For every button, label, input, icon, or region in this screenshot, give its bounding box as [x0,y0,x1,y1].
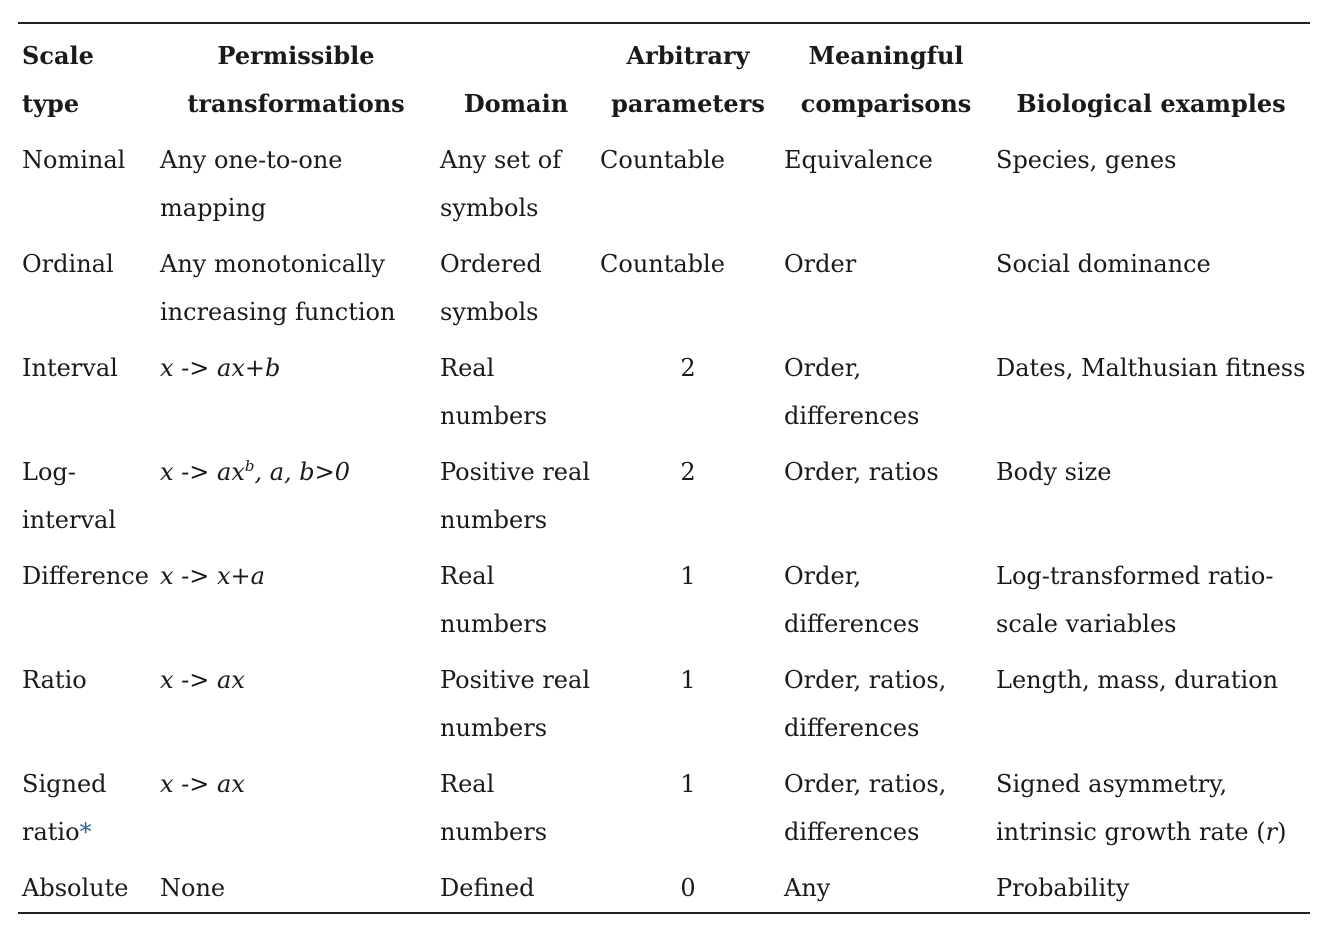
table-row: Ratio x -> ax Positive real numbers 1 Or… [18,648,1310,752]
cell-params: 1 [680,666,696,694]
cell-scale: Log-interval [22,458,116,534]
scale-types-table: Scale type Permissible transformations D… [18,22,1310,914]
header-meaningful-comparisons: Meaningful comparisons [800,41,972,118]
cell-scale: Interval [22,354,118,382]
cell-transform: Any monotonically increasing function [160,250,396,326]
cell-examples: Social dominance [996,250,1211,278]
table-row: Ordinal Any monotonically increasing fun… [18,232,1310,336]
table-row: Nominal Any one-to-one mapping Any set o… [18,128,1310,232]
cell-params: Countable [600,146,725,174]
table-row: Log-interval x -> axb, a, b>0 Positive r… [18,440,1310,544]
cell-transform: x -> ax [160,666,245,694]
cell-params: 2 [680,458,696,486]
table-header-row: Scale type Permissible transformations D… [18,23,1310,128]
cell-comparisons: Order [784,250,857,278]
scale-label: Signed ratio [22,770,107,846]
table-row: Signed ratio* x -> ax Real numbers 1 Ord… [18,752,1310,856]
cell-transform: x -> ax+b [160,354,281,382]
cell-examples: Body size [996,458,1112,486]
examples-main: Signed asymmetry, intrinsic growth rate … [996,770,1266,846]
cell-domain: Any set of symbols [440,146,562,222]
cell-scale: Absolute [22,874,129,902]
cell-params: 1 [680,562,696,590]
cell-examples: Log-transformed ratio-scale variables [996,562,1274,638]
cell-comparisons: Equivalence [784,146,933,174]
cell-examples: Length, mass, duration [996,666,1279,694]
cell-domain: Real numbers [440,354,548,430]
cell-transform: x -> x+a [160,562,265,590]
transform-tail: , a, b>0 [254,458,351,486]
cell-params: 2 [680,354,696,382]
cell-scale: Signed ratio* [18,752,156,856]
header-arbitrary-parameters: Arbitrary parameters [611,41,765,118]
cell-comparisons: Order, ratios, differences [784,770,947,846]
footnote-link[interactable]: * [79,818,92,846]
cell-comparisons: Order, ratios [784,458,939,486]
table-row: Difference x -> x+a Real numbers 1 Order… [18,544,1310,648]
header-permissible-transformations: Permissible transformations [187,41,405,118]
cell-scale: Difference [22,562,149,590]
cell-params: 0 [680,874,696,902]
transform-main: x -> ax [160,458,245,486]
cell-examples: Dates, Malthusian fitness [996,354,1306,382]
cell-transform: x -> axb, a, b>0 [156,440,436,544]
header-scale-type: Scale type [22,41,94,118]
cell-scale: Nominal [22,146,126,174]
cell-domain: Defined [440,874,535,902]
transform-exponent: b [244,457,255,475]
cell-comparisons: Order, ratios, differences [784,666,947,742]
examples-variable: r [1265,818,1278,846]
examples-tail: ) [1277,818,1287,846]
cell-domain: Positive real numbers [440,666,590,742]
cell-params: Countable [600,250,725,278]
cell-scale: Ordinal [22,250,114,278]
cell-domain: Ordered symbols [440,250,542,326]
cell-comparisons: Any [784,874,831,902]
scale-types-table-container: Scale type Permissible transformations D… [18,22,1310,914]
cell-examples: Signed asymmetry, intrinsic growth rate … [992,752,1310,856]
table-row: Absolute None Defined 0 Any Probability [18,856,1310,913]
cell-scale: Ratio [22,666,87,694]
cell-params: 1 [680,770,696,798]
cell-transform: None [160,874,226,902]
header-domain: Domain [463,89,569,118]
cell-examples: Species, genes [996,146,1177,174]
cell-examples: Probability [996,874,1130,902]
cell-domain: Positive real numbers [440,458,590,534]
cell-domain: Real numbers [440,770,548,846]
header-biological-examples: Biological examples [1016,89,1286,118]
cell-domain: Real numbers [440,562,548,638]
cell-transform: x -> ax [160,770,245,798]
cell-comparisons: Order, differences [784,562,920,638]
table-row: Interval x -> ax+b Real numbers 2 Order,… [18,336,1310,440]
cell-comparisons: Order, differences [784,354,920,430]
cell-transform: Any one-to-one mapping [160,146,343,222]
